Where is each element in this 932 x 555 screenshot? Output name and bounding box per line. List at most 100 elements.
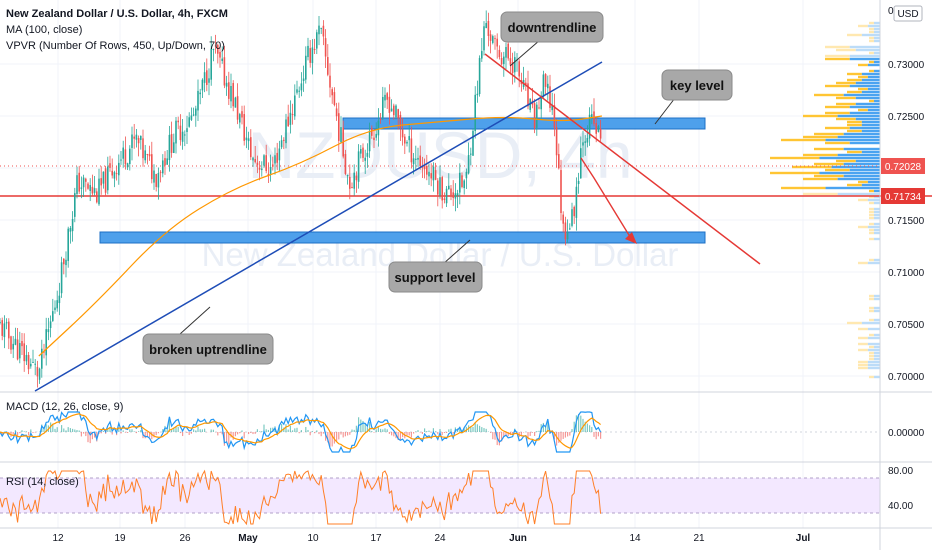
vpvr-bar [874, 238, 880, 240]
vpvr-bar [868, 343, 880, 345]
macd-bar [81, 432, 82, 436]
key-level-zone[interactable] [343, 118, 705, 129]
vpvr-bar [844, 133, 880, 135]
macd-bar [593, 432, 594, 437]
macd-bar [180, 432, 181, 433]
vpvr-bar [868, 199, 880, 201]
macd-bar [68, 427, 69, 432]
vpvr-bar [850, 127, 880, 129]
vpvr-bar [838, 115, 880, 117]
macd-bar [400, 432, 401, 439]
macd-bar [288, 430, 289, 432]
vpvr-bar [869, 352, 874, 354]
support-zone[interactable] [100, 232, 705, 243]
vpvr-bar [869, 319, 874, 321]
macd-legend[interactable]: MACD (12, 26, close, 9) [6, 401, 123, 413]
candle [543, 71, 545, 98]
vpvr-bar [844, 148, 880, 150]
time-tick: 17 [370, 533, 382, 544]
vpvr-bar [868, 367, 880, 369]
vpvr-bar [874, 211, 880, 213]
macd-bar [538, 431, 539, 432]
vpvr-bar [825, 142, 850, 144]
vpvr-bar [874, 259, 880, 261]
vpvr-bar [820, 172, 881, 174]
macd-bar [138, 431, 139, 432]
vpvr-bar [869, 232, 874, 234]
vpvr-bar [874, 223, 880, 225]
macd-bar [446, 432, 447, 433]
vpvr-bar [869, 100, 874, 102]
macd-bar [435, 431, 436, 432]
vpvr-bar [874, 355, 880, 357]
vpvr-bar [862, 91, 880, 93]
vpvr-bar [770, 157, 820, 159]
ma-legend[interactable]: MA (100, close) [6, 24, 82, 36]
macd-bar [145, 432, 146, 438]
macd-bar [301, 430, 302, 432]
macd-bar [426, 431, 427, 432]
vpvr-bar [847, 91, 862, 93]
vpvr-bar [862, 121, 880, 123]
vpvr-bar [847, 121, 862, 123]
vpvr-bar [874, 334, 880, 336]
vpvr-bar [874, 295, 880, 297]
macd-bar [422, 432, 423, 434]
macd-bar [387, 429, 388, 432]
macd-bar [74, 429, 75, 432]
macd-bar [63, 428, 64, 432]
macd-bar [343, 432, 344, 437]
macd-bar [389, 432, 390, 434]
vpvr-bar [847, 322, 862, 324]
vpvr-bar [825, 106, 850, 108]
vpvr-bar [814, 163, 844, 165]
vpvr-bar [874, 28, 880, 30]
vpvr-bar [874, 232, 880, 234]
level-price-label: 0.71734 [885, 192, 922, 203]
vpvr-bar [820, 157, 881, 159]
macd-bar [428, 431, 429, 432]
macd-bar [323, 432, 324, 434]
vpvr-bar [869, 70, 874, 72]
vpvr-bar [858, 199, 868, 201]
vpvr-bar [874, 319, 880, 321]
rsi-legend[interactable]: RSI (14, close) [6, 476, 79, 488]
macd-bar [193, 429, 194, 432]
macd-bar [76, 430, 77, 432]
macd-bar [237, 432, 238, 434]
time-tick: Jul [796, 533, 811, 544]
vpvr-bar [874, 307, 880, 309]
macd-bar [292, 430, 293, 432]
time-tick: 19 [114, 533, 126, 544]
macd-bar [569, 432, 570, 436]
macd-bar [307, 430, 308, 432]
macd-bar [406, 432, 407, 435]
vpvr-bar [825, 85, 850, 87]
macd-bar [589, 425, 590, 432]
vpvr-bar [874, 214, 880, 216]
vpvr-bar [874, 358, 880, 360]
callout-support-level-label: support level [395, 270, 476, 285]
vpvr-bar [869, 37, 874, 39]
macd-bar [13, 432, 14, 435]
vpvr-bar [826, 187, 880, 189]
vpvr-legend[interactable]: VPVR (Number Of Rows, 450, Up/Down, 70) [6, 40, 225, 52]
macd-bar [499, 432, 500, 445]
macd-bar [182, 432, 183, 436]
vpvr-bar [869, 307, 874, 309]
macd-bar [151, 432, 152, 439]
macd-bar [127, 432, 128, 433]
macd-bar [61, 425, 62, 432]
vpvr-bar [874, 22, 880, 24]
vpvr-bar [858, 88, 868, 90]
vpvr-bar [869, 217, 874, 219]
macd-bar [380, 429, 381, 432]
vpvr-bar [847, 73, 862, 75]
macd-bar [239, 432, 240, 433]
vpvr-bar [838, 193, 880, 195]
macd-bar [134, 431, 135, 432]
vpvr-bar [862, 130, 880, 132]
vpvr-bar [862, 79, 880, 81]
